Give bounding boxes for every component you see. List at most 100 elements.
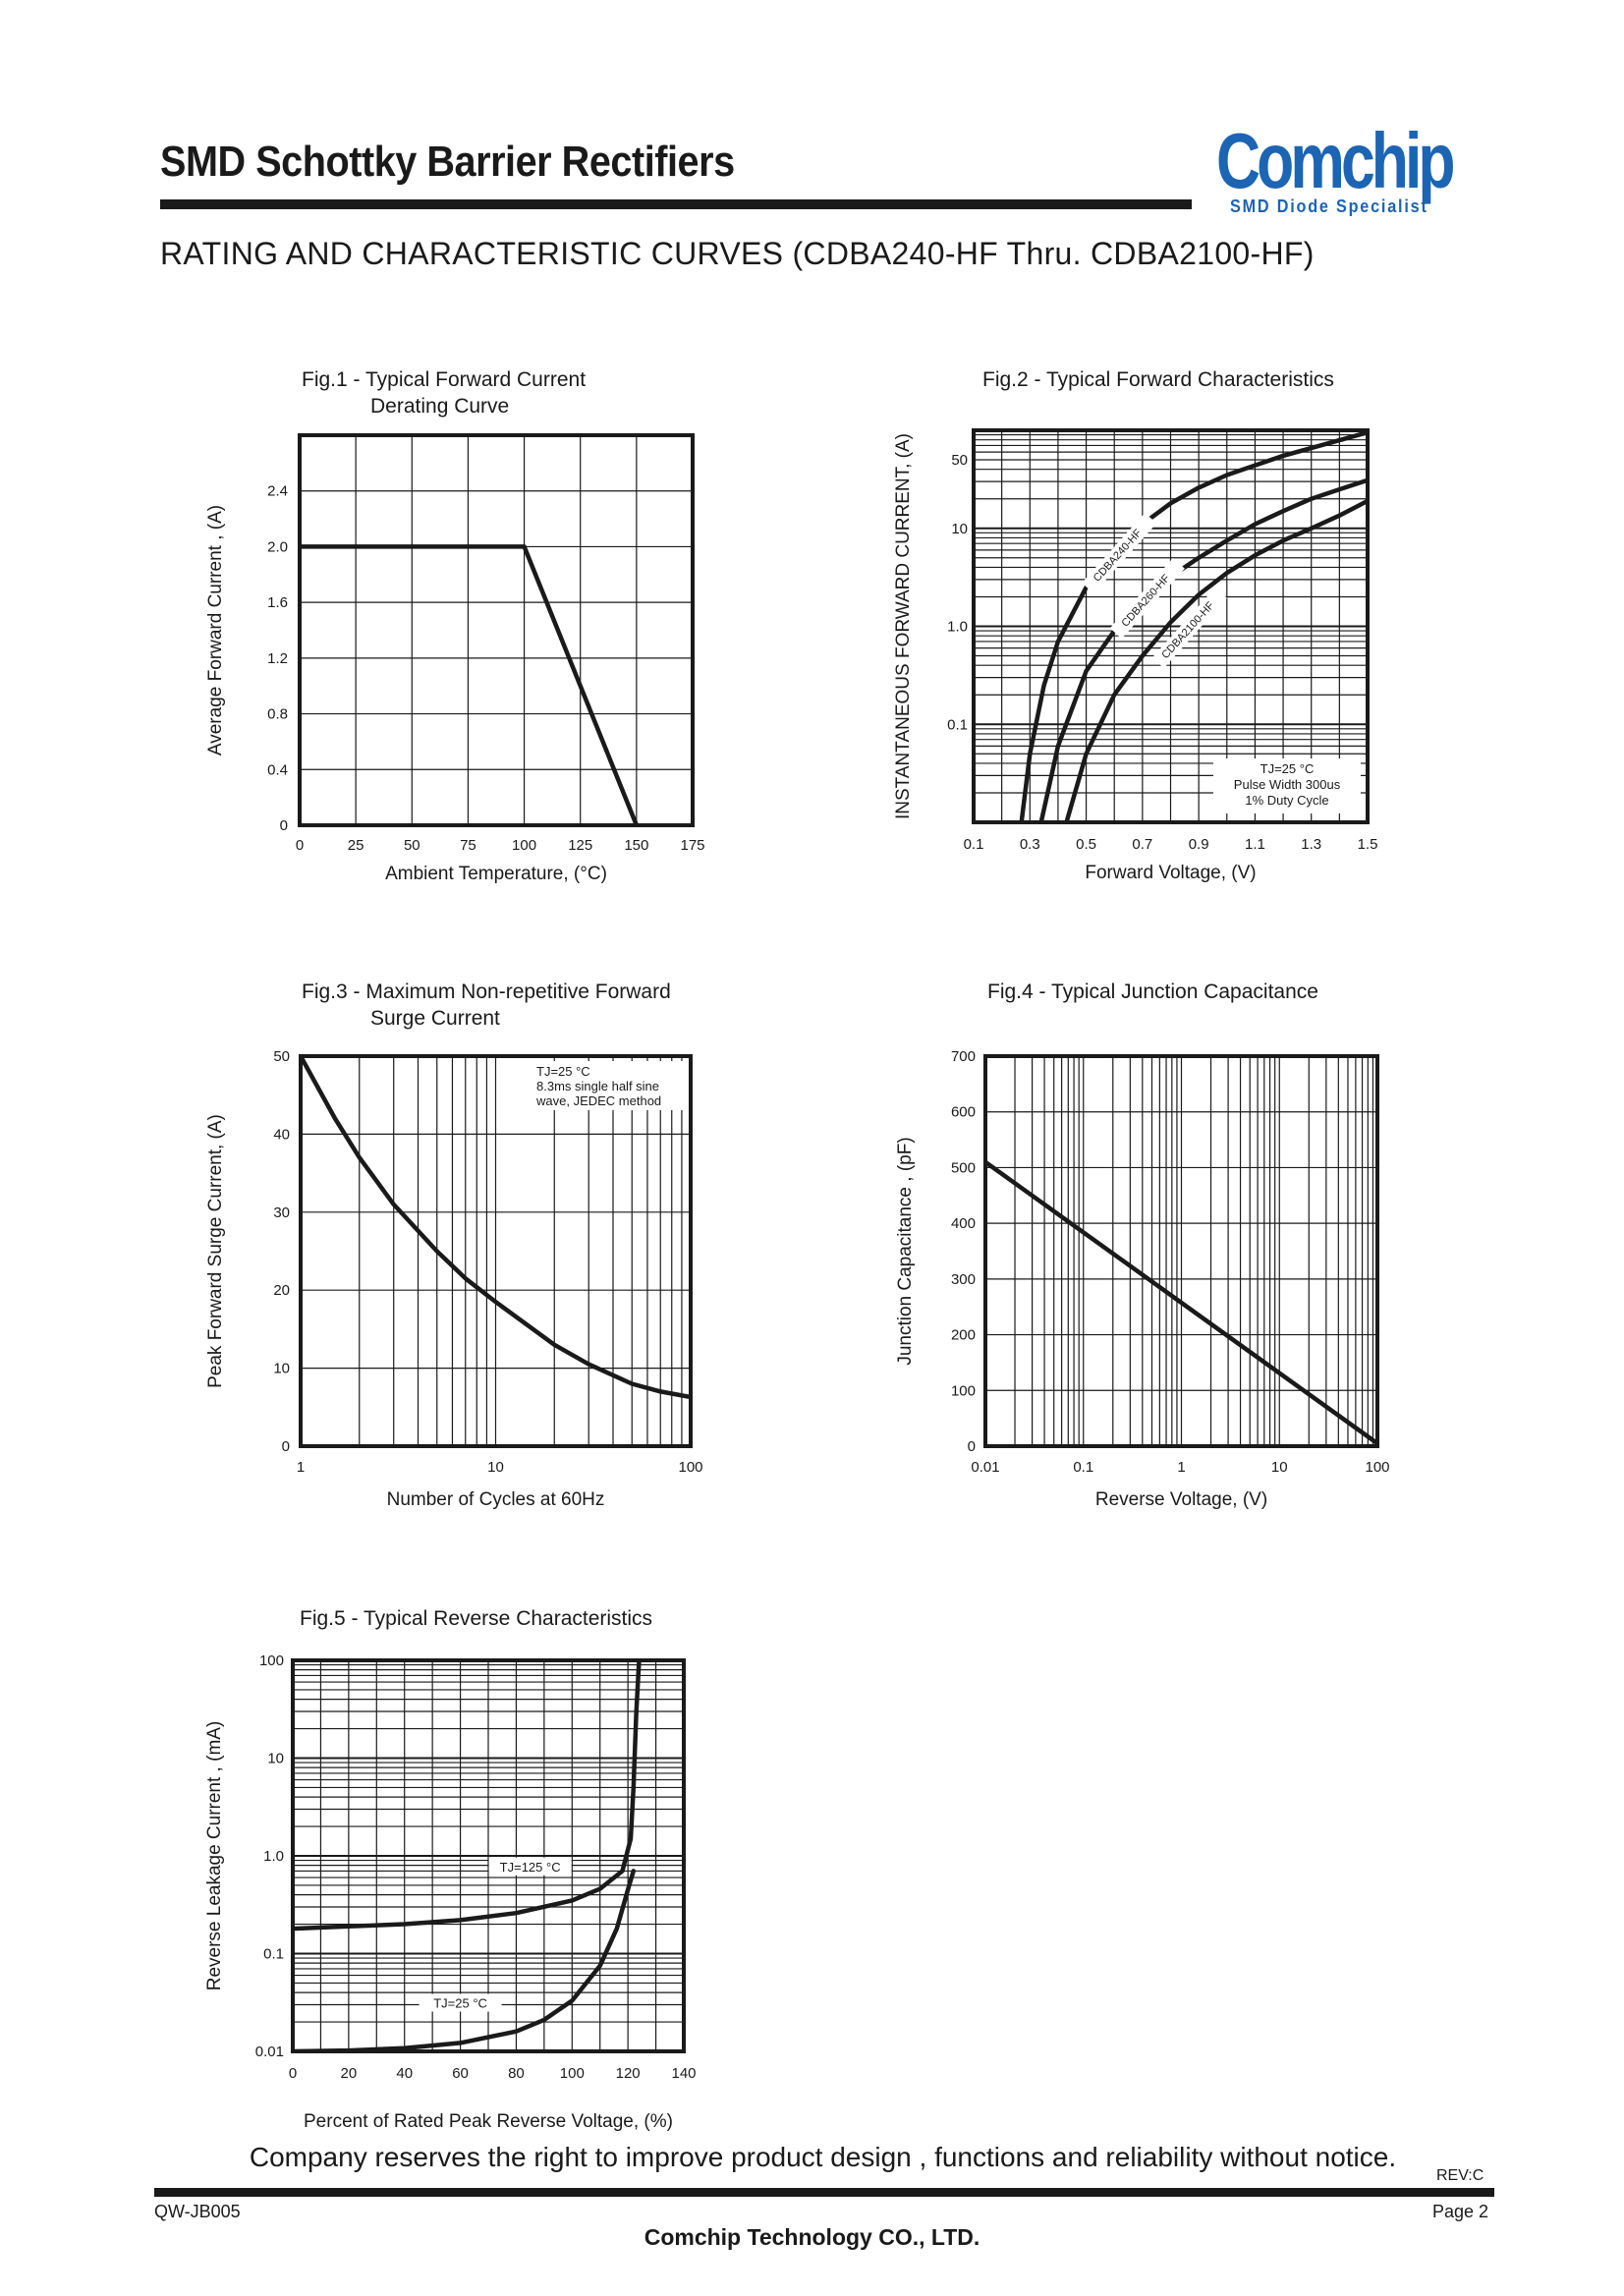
y-tick-label: 1.0 <box>263 1848 284 1865</box>
x-tick-label: 40 <box>396 2065 413 2082</box>
fig2-title: Fig.2 - Typical Forward Characteristics <box>982 368 1334 391</box>
y-tick-label: 10 <box>267 1751 284 1767</box>
x-axis-label: Reverse Voltage, (V) <box>1095 1489 1267 1510</box>
x-tick-label: 120 <box>616 2065 641 2082</box>
x-tick-label: 0.9 <box>1189 836 1209 853</box>
fig1-title: Derating Curve <box>370 395 509 418</box>
x-tick-label: 25 <box>348 837 364 854</box>
x-tick-label: 0.1 <box>964 836 984 853</box>
x-tick-label: 100 <box>678 1459 702 1476</box>
x-tick-label: 1.5 <box>1358 836 1378 853</box>
y-tick-label: 10 <box>951 521 968 537</box>
annotation-box <box>531 1061 683 1110</box>
disclaimer-notice: Company reserves the right to improve pr… <box>249 2142 1397 2172</box>
fig4-series-line <box>985 1159 1377 1446</box>
fig2-series-line <box>1038 477 1368 822</box>
fig5-title: Fig.5 - Typical Reverse Characteristics <box>300 1607 652 1630</box>
annotation-box <box>1213 758 1361 813</box>
page-title: SMD Schottky Barrier Rectifiers <box>160 138 735 186</box>
y-tick-label: 100 <box>259 1652 284 1669</box>
annotation-text: TJ=25 °C <box>1260 761 1315 776</box>
series-label-bg <box>1109 558 1185 640</box>
fig3-title: Surge Current <box>370 1007 500 1030</box>
y-tick-label: 300 <box>951 1271 976 1288</box>
x-tick-label: 80 <box>508 2065 525 2082</box>
y-tick-label: 50 <box>273 1048 290 1065</box>
x-tick-label: 60 <box>452 2065 469 2082</box>
fig1-title: Fig.1 - Typical Forward Current <box>302 368 586 391</box>
fig3-chart: Fig.3 - Maximum Non-repetitive Forward Su… <box>205 980 703 1510</box>
y-tick-label: 400 <box>951 1215 976 1232</box>
series-label-bg <box>1151 588 1227 669</box>
y-tick-label: 0.01 <box>255 2044 284 2060</box>
x-tick-label: 1 <box>1177 1459 1185 1476</box>
y-tick-label: 1.2 <box>267 650 288 667</box>
section-subtitle: RATING AND CHARACTERISTIC CURVES (CDBA24… <box>160 236 1315 271</box>
fig3-series-line <box>301 1056 691 1400</box>
x-tick-label: 100 <box>560 2065 585 2082</box>
fig5-chart: Fig.5 - Typical Reverse Characteristics 0… <box>204 1607 697 2132</box>
x-tick-label: 0.3 <box>1020 836 1040 853</box>
plot-frame <box>291 1658 686 2053</box>
y-tick-label: 0.4 <box>267 761 288 778</box>
annotation-text: 8.3ms single half sine <box>536 1079 659 1093</box>
series-label: CDBA260-HF <box>1119 572 1172 629</box>
fig4-chart: Fig.4 - Typical Junction Capacitance 0.01… <box>895 980 1390 1510</box>
fig1-chart: Fig.1 - Typical Forward Current Derating … <box>205 368 705 884</box>
fig5-series-line <box>293 1869 637 2051</box>
annotation-text: 1% Duty Cycle <box>1245 793 1328 808</box>
x-tick-label: 140 <box>671 2065 696 2082</box>
y-tick-label: 50 <box>951 452 968 469</box>
y-tick-label: 700 <box>951 1048 976 1065</box>
x-tick-label: 100 <box>512 837 536 854</box>
x-tick-label: 100 <box>1365 1459 1389 1476</box>
y-tick-label: 40 <box>273 1126 290 1143</box>
plot-frame <box>983 1054 1379 1448</box>
plot-frame <box>298 433 695 827</box>
fig2-series-line <box>1064 498 1368 822</box>
x-axis-label: Number of Cycles at 60Hz <box>387 1489 605 1510</box>
fig3-title: Fig.3 - Maximum Non-repetitive Forward <box>302 980 671 1003</box>
series-label-bg <box>419 1993 502 2012</box>
series-label-bg <box>1082 512 1157 594</box>
y-tick-label: 0 <box>282 1438 290 1455</box>
x-tick-label: 175 <box>680 837 704 854</box>
x-tick-label: 1 <box>297 1459 305 1476</box>
annotation-text: wave, JEDEC method <box>535 1093 661 1108</box>
y-tick-label: 500 <box>951 1159 976 1176</box>
series-label: CDBA240-HF <box>1092 527 1145 584</box>
y-tick-label: 200 <box>951 1327 976 1344</box>
y-axis-label: Peak Forward Surge Current, (A) <box>205 1114 226 1388</box>
plot-frame <box>299 1054 693 1448</box>
footer-rule <box>154 2188 1494 2197</box>
y-tick-label: 0.8 <box>267 706 288 723</box>
plot-frame <box>972 428 1370 824</box>
y-tick-label: 20 <box>273 1282 290 1299</box>
x-tick-label: 20 <box>341 2065 358 2082</box>
fig5-series-line <box>293 1660 642 1932</box>
x-tick-label: 1.1 <box>1245 836 1265 853</box>
document-number: QW-JB005 <box>154 2202 241 2221</box>
y-tick-label: 0 <box>280 817 288 834</box>
x-tick-label: 10 <box>1271 1459 1288 1476</box>
y-tick-label: 30 <box>273 1204 290 1221</box>
x-axis-label: Forward Voltage, (V) <box>1085 863 1256 883</box>
y-axis-label: INSTANTANEOUS FORWARD CURRENT, (A) <box>893 433 914 819</box>
x-tick-label: 10 <box>487 1459 504 1476</box>
fig2-chart: Fig.2 - Typical Forward Characteristics 0… <box>893 368 1377 883</box>
y-tick-label: 10 <box>273 1361 290 1377</box>
annotation-text: Pulse Width 300us <box>1234 777 1341 792</box>
series-label: TJ=25 °C <box>433 1996 487 2011</box>
x-tick-label: 75 <box>460 837 476 854</box>
y-tick-label: 0.1 <box>947 716 968 733</box>
x-tick-label: 50 <box>404 837 420 854</box>
header-rule <box>160 199 1192 209</box>
x-tick-label: 0 <box>289 2065 297 2082</box>
series-label-bg <box>488 1857 572 1876</box>
annotation-text: TJ=25 °C <box>536 1064 590 1079</box>
y-tick-label: 0 <box>968 1438 976 1455</box>
y-tick-label: 1.6 <box>267 594 288 611</box>
x-axis-label: Percent of Rated Peak Reverse Voltage, (… <box>304 2111 673 2132</box>
x-tick-label: 0.5 <box>1076 836 1096 853</box>
